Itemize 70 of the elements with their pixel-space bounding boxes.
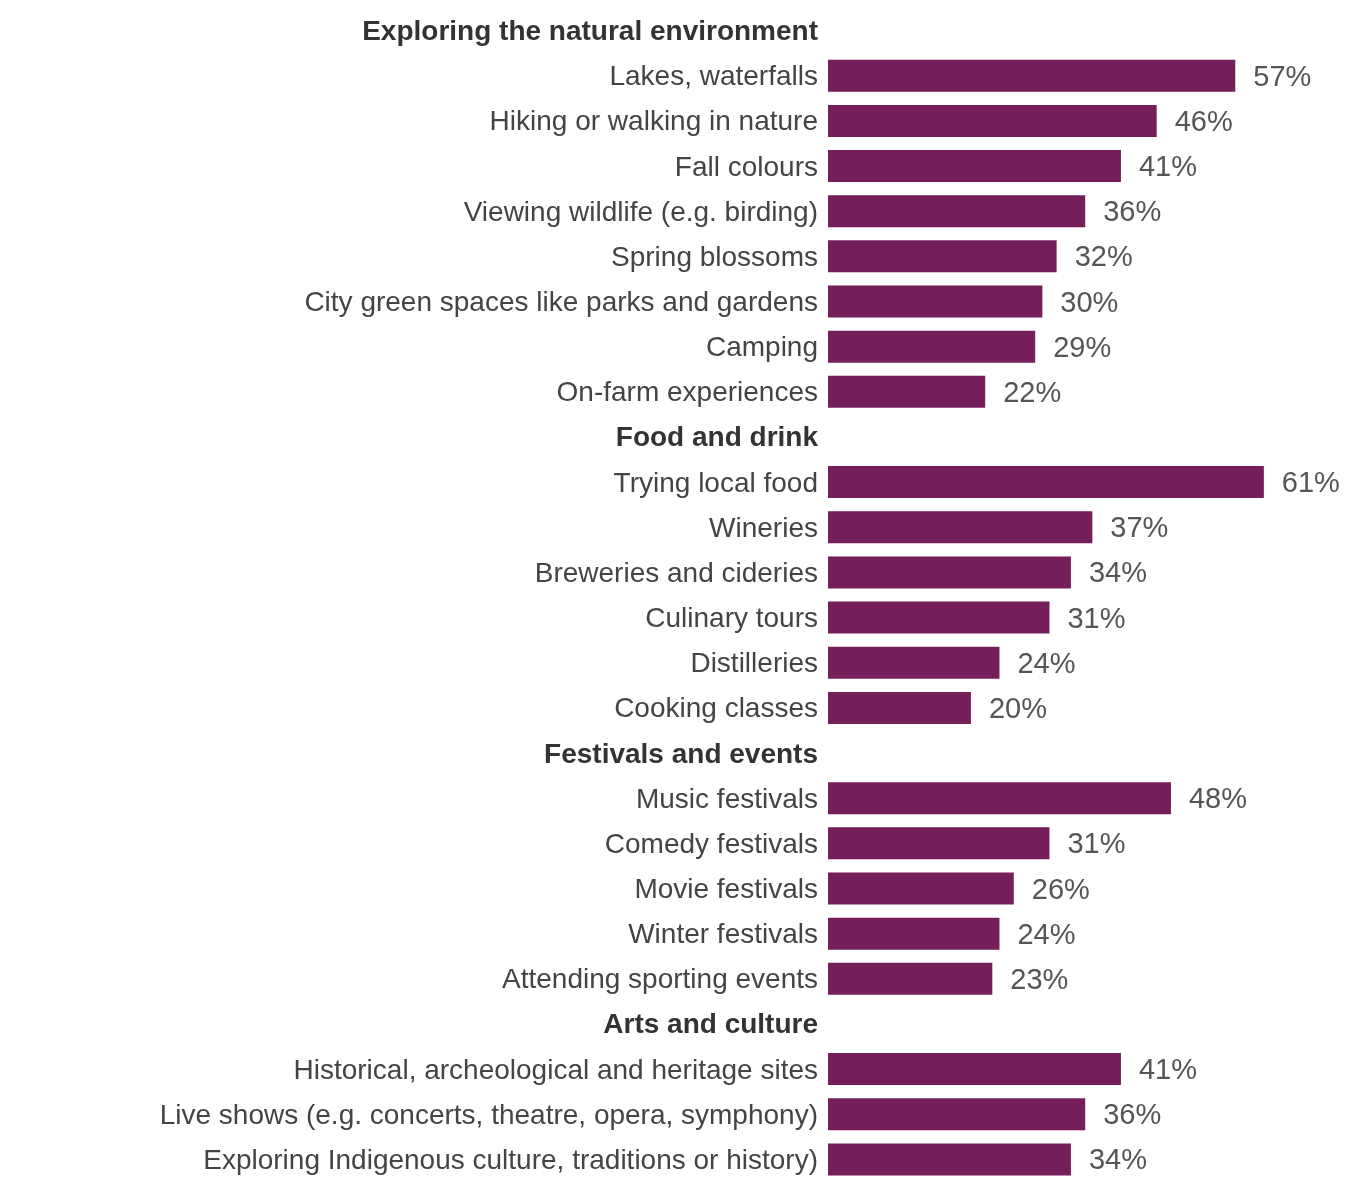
bar [828, 646, 1000, 679]
data-label: 30% [1060, 285, 1119, 318]
data-label: 23% [1010, 962, 1069, 995]
y-tick-label: Distilleries [690, 647, 818, 679]
data-label: 36% [1103, 1098, 1162, 1131]
y-tick-label: Food and drink [615, 421, 819, 453]
y-tick-label: Trying local food [613, 466, 818, 498]
bar [828, 1143, 1071, 1176]
bar [828, 556, 1071, 589]
bar [828, 691, 971, 724]
y-tick-label: Wineries [709, 511, 818, 543]
bar [828, 1098, 1086, 1131]
data-label: 22% [1003, 375, 1062, 408]
y-tick-label: Movie festivals [634, 873, 818, 904]
y-tick-label: Attending sporting events [502, 963, 818, 995]
y-tick-label: Breweries and cideries [534, 556, 818, 588]
y-tick-label: Viewing wildlife (e.g. birding) [463, 195, 818, 227]
bar [828, 601, 1050, 634]
y-tick-label: Music festivals [635, 782, 818, 814]
y-tick-label: Spring blossoms [611, 240, 818, 272]
y-tick-label: Culinary tours [645, 602, 818, 634]
data-label: 20% [988, 691, 1047, 724]
data-label: 61% [1281, 466, 1340, 499]
y-tick-label: Arts and culture [603, 1008, 818, 1040]
y-tick-label: On-farm experiences [556, 376, 818, 408]
data-label: 36% [1103, 195, 1162, 228]
data-label: 24% [1017, 646, 1076, 679]
bar [828, 150, 1121, 183]
y-tick-label: Live shows (e.g. concerts, theatre, opera, symphony) [159, 1098, 818, 1130]
bar [828, 917, 1000, 950]
data-label: 41% [1138, 150, 1197, 183]
y-tick-label: Comedy festivals [604, 827, 818, 859]
bar [828, 195, 1086, 228]
data-label: 46% [1174, 104, 1233, 137]
y-tick-label: Festivals and events [544, 737, 818, 769]
y-tick-label: Winter festivals [628, 918, 818, 950]
y-tick-label: Lakes, waterfalls [609, 60, 818, 92]
data-label: 34% [1088, 1143, 1147, 1176]
y-tick-label: Cooking classes [614, 692, 818, 724]
data-label: 26% [1031, 872, 1090, 905]
data-label: 37% [1110, 511, 1169, 544]
bar [828, 962, 993, 995]
data-label: 31% [1067, 827, 1126, 860]
bar [828, 827, 1050, 860]
data-label: 48% [1188, 782, 1247, 815]
bar [828, 466, 1264, 499]
data-label: 41% [1138, 1053, 1197, 1086]
y-tick-label: Hiking or walking in nature [489, 105, 818, 137]
data-label: 24% [1017, 917, 1076, 950]
bar [828, 782, 1171, 815]
bar [828, 59, 1236, 92]
bar [828, 285, 1043, 318]
y-tick-label: Camping [705, 331, 818, 363]
bar [828, 511, 1093, 544]
data-label: 31% [1067, 601, 1126, 634]
y-tick-label: Exploring Indigenous culture, traditions or history) [203, 1143, 818, 1175]
bar [828, 1053, 1121, 1086]
bar [828, 104, 1157, 137]
y-tick-label: City green spaces like parks and gardens [304, 286, 818, 317]
y-tick-label: Fall colours [674, 150, 818, 182]
bar [828, 330, 1036, 363]
data-label: 57% [1253, 59, 1312, 92]
bar [828, 872, 1014, 905]
data-label: 32% [1074, 240, 1133, 273]
bar [828, 240, 1057, 273]
y-tick-label: Historical, archeological and heritage sites [293, 1053, 818, 1085]
bar [828, 375, 986, 408]
data-label: 29% [1053, 330, 1112, 363]
y-tick-label: Exploring the natural environment [362, 15, 818, 47]
data-label: 34% [1088, 556, 1147, 589]
